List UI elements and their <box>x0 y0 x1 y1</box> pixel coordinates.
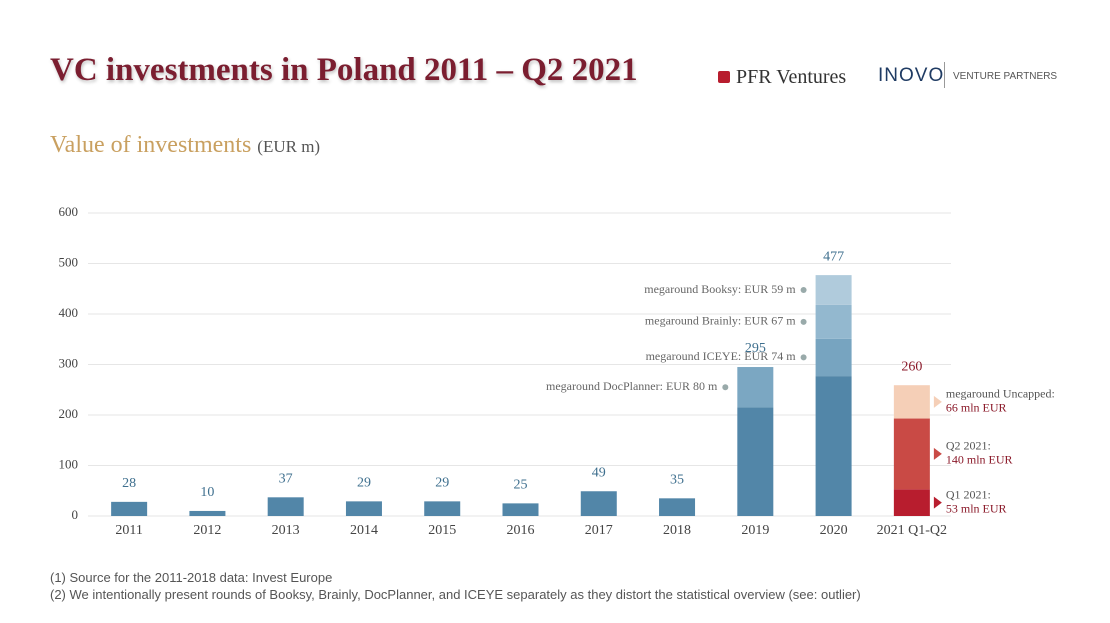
data-label: 53 mln EUR <box>946 501 1007 515</box>
y-tick-label: 200 <box>59 406 79 421</box>
footnote: (1) Source for the 2011-2018 data: Inves… <box>50 570 333 585</box>
x-tick-label: 2019 <box>741 523 769 538</box>
label-marker <box>800 318 807 325</box>
bar-segment <box>815 304 852 339</box>
bar-segment <box>893 418 930 490</box>
x-tick-label: 2015 <box>428 523 456 538</box>
label-marker <box>800 287 807 294</box>
label-marker <box>800 354 807 361</box>
total-label: 260 <box>901 359 922 374</box>
chart-title-text: Value of investments <box>50 132 252 158</box>
total-label: 477 <box>823 249 844 264</box>
total-label: 25 <box>514 478 528 493</box>
bar-segment <box>815 376 852 516</box>
logo: PFR Ventures <box>718 66 846 89</box>
bar-segment <box>580 491 617 516</box>
logo: INOVO <box>878 65 945 86</box>
label-marker <box>722 384 729 391</box>
x-tick-label: 2014 <box>350 523 378 538</box>
bar-segment <box>345 501 382 516</box>
annotation: Q1 2021: <box>946 487 991 501</box>
y-tick-label: 300 <box>59 355 79 370</box>
separator <box>944 62 945 88</box>
total-label: 29 <box>435 476 449 491</box>
y-tick-label: 600 <box>59 204 79 219</box>
x-tick-label: 2021 Q1-Q2 <box>877 523 947 538</box>
logo-subtitle: VENTURE PARTNERS <box>953 71 1058 82</box>
chart-subtitle: (EUR m) <box>257 137 321 156</box>
page-title: VC investments in Poland 2011 – Q2 2021 <box>50 52 638 88</box>
total-label: 37 <box>279 472 293 487</box>
bar-segment <box>737 367 774 408</box>
total-label: 49 <box>592 465 606 480</box>
total-label: 10 <box>200 485 214 500</box>
data-label: 66 mln EUR <box>946 401 1007 415</box>
x-tick-label: 2020 <box>820 523 848 538</box>
bar-segment <box>815 338 852 377</box>
chart-title: Value of investments (EUR m) <box>50 132 320 159</box>
y-tick-label: 500 <box>59 254 79 269</box>
x-tick-label: 2017 <box>585 523 613 538</box>
annotation: megaround DocPlanner: EUR 80 m <box>546 379 718 393</box>
y-tick-label: 100 <box>59 456 79 471</box>
x-tick-label: 2012 <box>193 523 221 538</box>
annotation: megaround Brainly: EUR 67 m <box>645 314 796 328</box>
annotation: megaround Uncapped: <box>946 387 1055 401</box>
bar-segment <box>267 497 304 516</box>
x-tick-label: 2013 <box>272 523 300 538</box>
bar-segment <box>424 501 461 516</box>
bar-segment <box>815 275 852 305</box>
total-label: 29 <box>357 476 371 491</box>
x-tick-label: 2011 <box>115 523 142 538</box>
bar-segment <box>189 510 226 516</box>
total-label: 35 <box>670 473 684 488</box>
total-label: 28 <box>122 476 136 491</box>
x-tick-label: 2016 <box>507 523 535 538</box>
bar-segment <box>893 385 930 419</box>
x-tick-label: 2018 <box>663 523 691 538</box>
bar-segment <box>502 503 539 516</box>
annotation: megaround ICEYE: EUR 74 m <box>646 349 797 363</box>
label-marker <box>933 395 942 408</box>
data-label: 140 mln EUR <box>946 453 1013 467</box>
y-tick-label: 0 <box>72 507 79 522</box>
total-label: 295 <box>745 341 766 356</box>
bar-segment <box>659 498 696 516</box>
label-marker <box>933 447 942 460</box>
bar-segment <box>111 501 148 516</box>
label-marker <box>933 496 942 509</box>
footnote: (2) We intentionally present rounds of B… <box>50 587 861 602</box>
annotation: megaround Booksy: EUR 59 m <box>644 282 796 296</box>
bar-segment <box>737 407 774 516</box>
y-tick-label: 400 <box>59 305 79 320</box>
bar-segment <box>893 489 930 516</box>
annotation: Q2 2021: <box>946 439 991 453</box>
